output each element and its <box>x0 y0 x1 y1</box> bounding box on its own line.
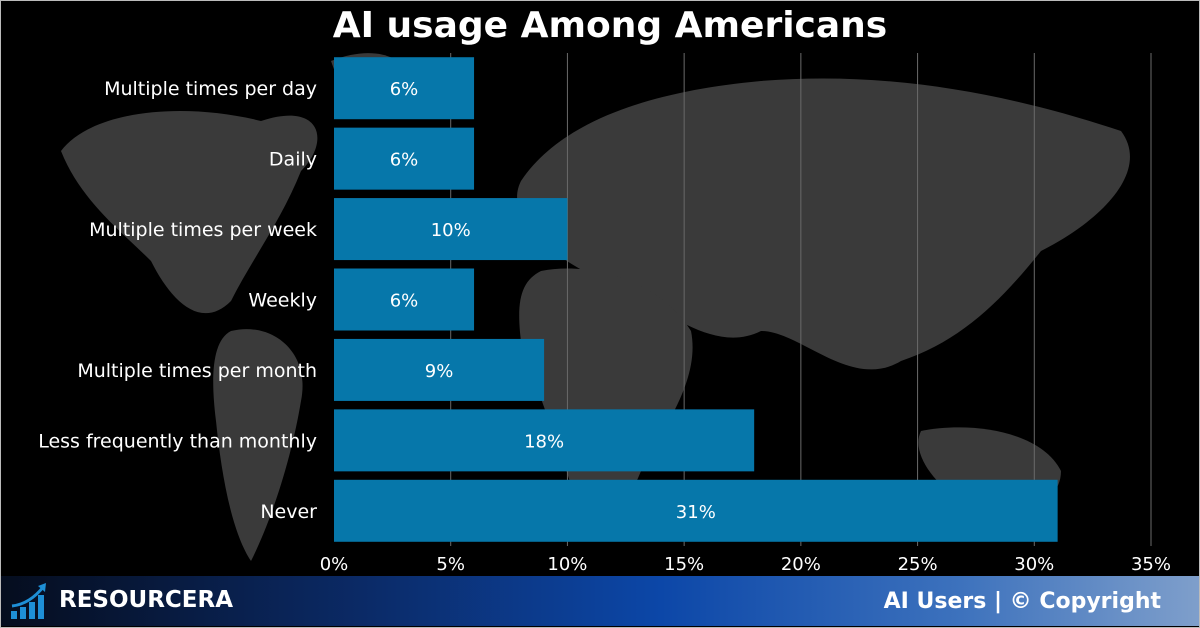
chart-title: AI usage Among Americans <box>332 5 888 46</box>
bar <box>334 268 475 331</box>
category-label: Weekly <box>248 290 317 312</box>
category-label: Multiple times per week <box>89 219 317 241</box>
data-label: 6% <box>390 291 419 312</box>
x-tick-label: 35% <box>1131 554 1171 575</box>
brand-name: RESOURCERA <box>59 587 234 613</box>
bar-chart: 0% 5% 10% 15% 20% 25% 30% 35% 6% Multiple times p… <box>38 53 1171 575</box>
x-tick-label: 5% <box>436 554 465 575</box>
category-label: Multiple times per day <box>104 78 317 100</box>
category-label: Multiple times per month <box>77 360 317 382</box>
x-tick-label: 15% <box>664 554 704 575</box>
category-label: Never <box>260 501 317 523</box>
data-label: 18% <box>524 431 564 452</box>
category-label: Less frequently than monthly <box>38 430 317 452</box>
category-label: Daily <box>269 149 317 171</box>
footer-bar: RESOURCERA AI Users | © Copyright <box>1 576 1199 626</box>
growth-chart-logo-icon <box>11 583 46 619</box>
data-label: 9% <box>425 361 454 382</box>
bar <box>334 338 545 401</box>
bar <box>334 409 755 472</box>
bar <box>334 57 475 120</box>
data-label: 31% <box>676 502 716 523</box>
world-map-background <box>61 53 1130 561</box>
x-tick-label: 25% <box>898 554 938 575</box>
x-tick-label: 10% <box>547 554 587 575</box>
data-label: 6% <box>390 150 419 171</box>
x-tick-label: 30% <box>1014 554 1054 575</box>
x-tick-label: 0% <box>320 554 349 575</box>
bar <box>334 479 1058 542</box>
x-tick-label: 20% <box>781 554 821 575</box>
bar <box>334 198 568 261</box>
footer-copyright: AI Users | © Copyright <box>883 589 1161 614</box>
data-label: 6% <box>390 79 419 100</box>
bar <box>334 127 475 190</box>
data-label: 10% <box>431 220 471 241</box>
